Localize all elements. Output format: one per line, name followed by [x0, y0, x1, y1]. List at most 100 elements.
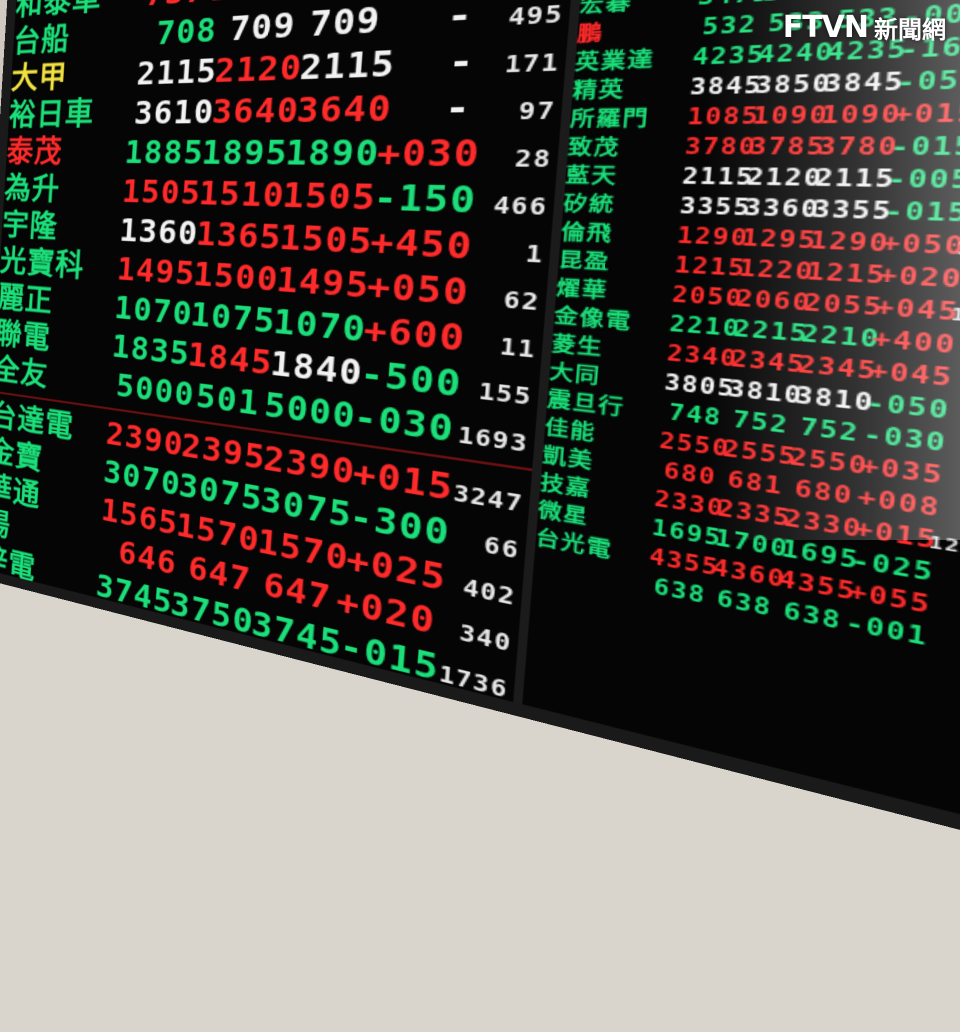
price-cell: 532 [694, 10, 758, 43]
price-cell: -150 [372, 175, 470, 223]
volume-cell: 1 [468, 229, 545, 280]
price-cell: 1510 [198, 173, 280, 216]
price-cell: 1495 [116, 249, 191, 293]
ticker-panel-middle: 蘇順1佳世達117511801175+002宏碁347534803475-070… [522, 0, 960, 825]
volume-cell: 495 [477, 0, 565, 44]
stock-name: 訊 [0, 610, 92, 679]
price-cell: 2060 [735, 284, 802, 319]
price-cell: 1215 [673, 251, 736, 284]
price-cell: 709 [220, 3, 297, 49]
stock-name: 藍天 [565, 162, 684, 192]
price-cell: 501 [191, 375, 261, 425]
price-cell: 2210 [668, 310, 731, 344]
stock-name [0, 672, 88, 704]
price-cell: 2120 [746, 163, 813, 195]
price-cell: 1505 [281, 174, 370, 219]
volume-cell: 1052 [949, 298, 960, 335]
price-cell: 3355 [811, 195, 882, 228]
stock-name: 裕日車 [8, 93, 136, 133]
price-cell: 3640 [211, 89, 294, 132]
stock-name [533, 571, 646, 592]
price-cell: 1360 [118, 210, 193, 253]
stock-name: 英業達 [574, 43, 694, 76]
price-cell: 2055 [802, 288, 872, 324]
price-cell: 3360 [743, 193, 810, 225]
price-cell: 3850 [754, 69, 822, 102]
price-cell: +050 [366, 263, 463, 314]
price-cell: 1290 [676, 222, 739, 254]
price-cell: 1090 [819, 99, 890, 132]
price-cell: 1895 [200, 132, 282, 174]
ftvn-logo-text: 新聞網 [874, 10, 946, 45]
price-cell: +030 [376, 130, 474, 176]
price-cell: +050 [880, 228, 955, 263]
price-cell: 1495 [275, 258, 364, 307]
ticker-panel-left: 和泰車73710701065-1301台船708709709-495大甲2115… [0, 0, 586, 704]
ftvn-logo-mark: FTVN [783, 10, 868, 45]
price-cell: 3845 [822, 67, 893, 101]
volume-cell: 28 [475, 136, 553, 184]
price-cell: 2115 [681, 163, 745, 194]
price-cell: 3845 [689, 71, 753, 103]
price-cell: +015 [892, 98, 960, 132]
price-cell: 1220 [737, 254, 804, 288]
volume-cell: 97 [475, 88, 557, 137]
price-cell: 2115 [298, 42, 389, 89]
price-cell: 1025 [164, 662, 243, 705]
price-cell: -015 [883, 196, 958, 230]
price-cell: 709 [299, 0, 383, 46]
price-cell: -030 [352, 394, 448, 451]
price-cell: 1215 [805, 257, 876, 292]
price-cell: 2050 [671, 281, 734, 315]
stock-name: 精英 [572, 73, 692, 105]
price-cell: 1085 [686, 102, 750, 133]
price-cell: 1505 [121, 172, 196, 213]
price-cell: 1290 [808, 226, 879, 260]
stock-name: 大甲 [10, 54, 138, 97]
price-cell: 3640 [295, 86, 385, 131]
price-cell: -050 [895, 65, 960, 100]
price-cell: 1500 [192, 254, 273, 300]
price-cell: +450 [369, 219, 466, 268]
stock-name: 致茂 [567, 133, 686, 163]
stock-name: 所羅門 [569, 103, 688, 133]
volume-cell: 466 [472, 183, 550, 232]
price-cell: 4235 [691, 41, 755, 74]
price-cell: 3780 [684, 132, 748, 162]
price-cell: 708 [147, 9, 218, 54]
price-cell: 1020 [90, 641, 162, 699]
volume-cell: 11 [461, 321, 538, 374]
price-cell: 2115 [814, 163, 885, 196]
price-cell: +045 [874, 292, 948, 329]
price-cell: 1090 [751, 101, 818, 133]
price-cell: 2115 [136, 50, 212, 93]
price-cell: 1605 [87, 679, 159, 705]
price-cell: 3785 [748, 132, 815, 163]
price-cell: -015 [889, 131, 960, 164]
price-cell: 1020 [244, 684, 330, 704]
price-cell: +020 [877, 260, 952, 296]
price-cell: - [391, 37, 477, 86]
volume-cell: 171 [479, 40, 561, 90]
price-cell: 3610 [133, 91, 209, 132]
price-cell: 1365 [195, 213, 276, 258]
volume-cell: 62 [464, 275, 541, 327]
volume-cell [925, 580, 960, 591]
price-cell: - [388, 84, 474, 131]
price-cell: 3780 [817, 132, 888, 164]
ticker-row: -005225 [0, 680, 501, 704]
price-cell: 1890 [284, 131, 373, 175]
price-cell: 5000 [263, 383, 350, 437]
price-cell: 2120 [214, 46, 297, 91]
ftvn-watermark: FTVN 新聞網 [783, 10, 946, 45]
stock-name: 泰茂 [6, 133, 126, 172]
price-cell: 1505 [278, 216, 367, 263]
price-cell: - [385, 0, 476, 42]
stock-name: 為升 [3, 170, 123, 211]
price-cell: 3355 [678, 192, 741, 223]
stock-name: 矽統 [562, 190, 681, 222]
price-cell: 1885 [124, 132, 199, 173]
price-cell: 1670 [161, 701, 239, 705]
